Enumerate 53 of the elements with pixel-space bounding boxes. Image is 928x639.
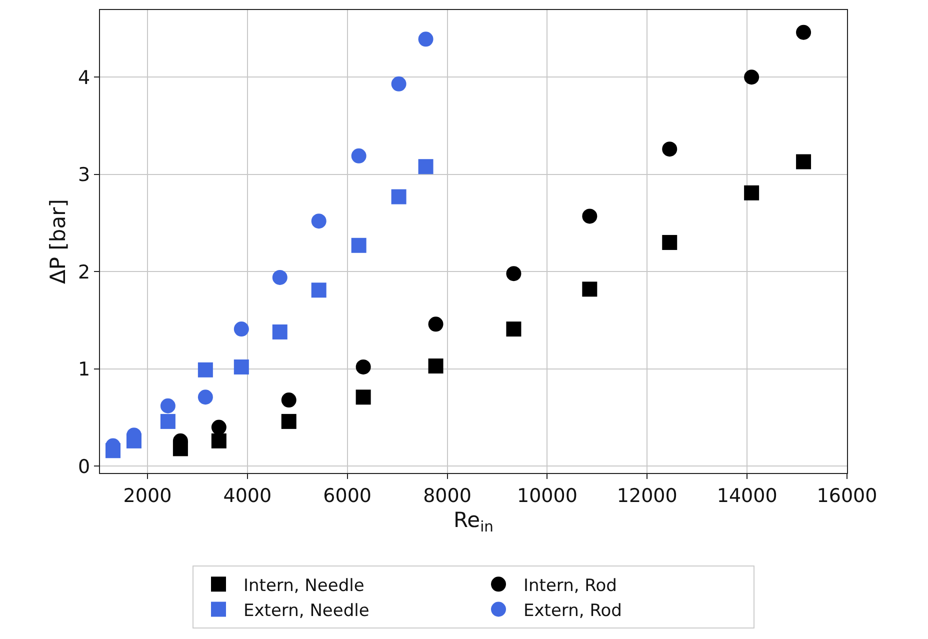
point [234, 322, 249, 337]
y-tick-label: 0 [78, 456, 90, 478]
point [234, 359, 249, 374]
point [796, 24, 812, 40]
point [351, 238, 366, 253]
y-tick-label: 4 [78, 66, 90, 89]
point [311, 214, 326, 229]
point [160, 414, 176, 429]
point [281, 392, 296, 408]
point [211, 420, 226, 435]
point [582, 208, 598, 224]
point [506, 322, 522, 337]
y-tick-label: 3 [78, 164, 90, 186]
x-tick-label: 16000 [816, 484, 878, 507]
legend-label: Intern, Rod [524, 576, 617, 596]
point [796, 154, 812, 170]
point [198, 390, 213, 405]
legend-label: Extern, Needle [244, 600, 370, 621]
point [272, 270, 288, 285]
point [418, 159, 434, 174]
point [356, 359, 371, 374]
x-tick-label: 14000 [716, 484, 778, 507]
point [356, 390, 371, 405]
point [506, 266, 522, 282]
x-tick-label: 8000 [423, 484, 472, 507]
point [211, 433, 226, 448]
point [744, 185, 760, 200]
legend-label: Intern, Needle [244, 576, 364, 596]
x-tick-label: 6000 [323, 484, 372, 507]
point [428, 358, 444, 374]
x-tick-label: 2000 [123, 484, 172, 507]
y-tick-label: 2 [78, 261, 90, 284]
legend-label: Extern, Rod [524, 600, 622, 621]
point [662, 142, 678, 157]
x-axis-title: Re$_{in}$ [454, 508, 494, 536]
point [198, 362, 213, 378]
x-tick-label: 4000 [223, 484, 272, 507]
y-axis-title: ΔP [bar] [46, 199, 70, 284]
point [662, 234, 678, 250]
point [391, 76, 406, 92]
point [744, 70, 760, 85]
point [428, 316, 444, 332]
point [160, 398, 176, 414]
point [418, 32, 434, 47]
x-tick-label: 12000 [616, 484, 678, 507]
point [281, 414, 296, 429]
point [351, 148, 366, 164]
point [311, 282, 326, 298]
point [272, 324, 288, 340]
point [391, 189, 406, 204]
x-tick-label: 10000 [516, 484, 578, 507]
y-tick-label: 1 [78, 358, 90, 381]
point [582, 282, 598, 297]
